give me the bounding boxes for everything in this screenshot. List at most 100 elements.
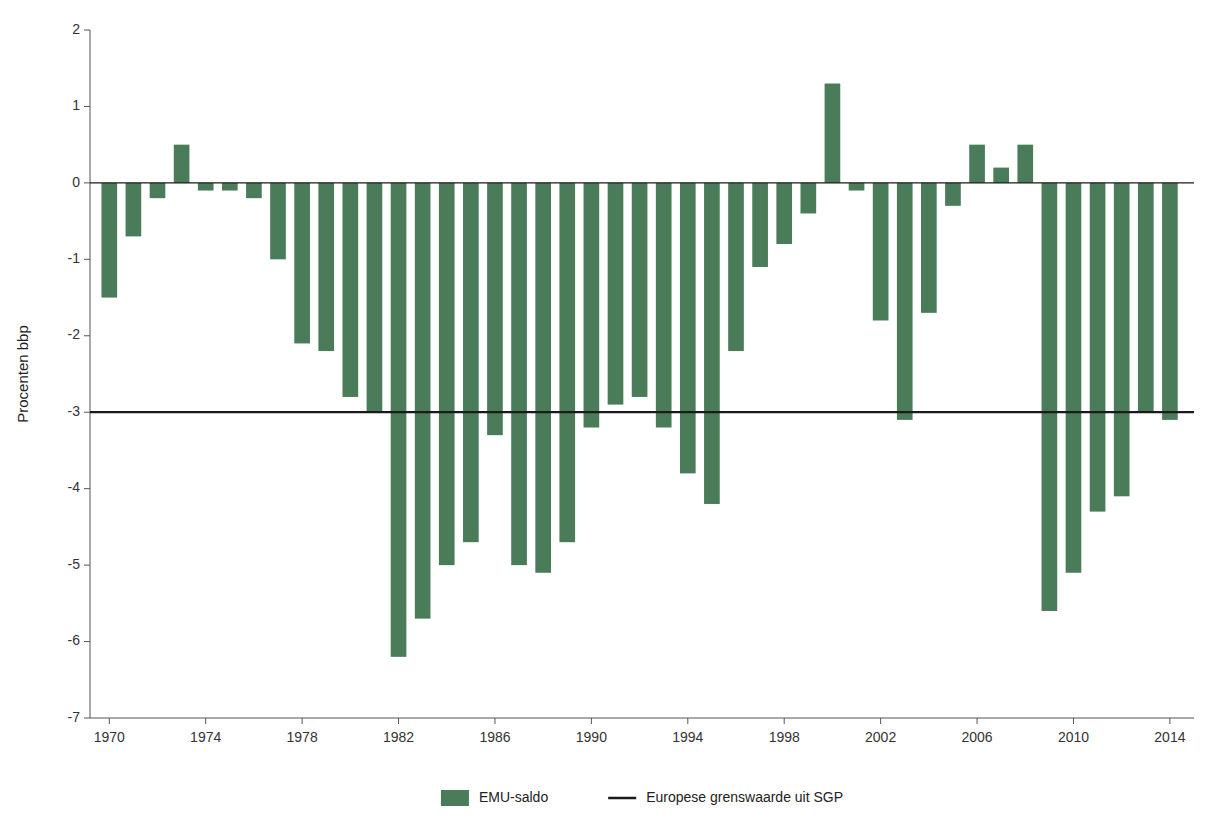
x-tick <box>205 718 206 724</box>
bar <box>897 183 913 420</box>
legend-swatch <box>608 797 636 800</box>
bar <box>752 183 768 267</box>
bar <box>608 183 624 405</box>
legend-label: EMU-saldo <box>479 789 548 805</box>
bar <box>1090 183 1106 512</box>
y-axis-line <box>90 30 91 718</box>
bar <box>463 183 479 542</box>
bar <box>391 183 407 657</box>
x-tick <box>880 718 881 724</box>
bar <box>656 183 672 428</box>
bar <box>294 183 310 344</box>
bar <box>150 183 166 198</box>
bar <box>873 183 889 321</box>
x-tick-label: 1986 <box>479 729 510 745</box>
bar <box>1017 145 1033 183</box>
bar <box>415 183 431 619</box>
x-tick <box>398 718 399 724</box>
chart: -7 -6 -5 -4 -3 -2 -1 0 1 2 1970 1974 1978 1982 1986 199… <box>0 0 1224 838</box>
x-tick <box>784 718 785 724</box>
bar <box>1114 183 1130 496</box>
bar <box>680 183 696 473</box>
x-tick-label: 1970 <box>94 729 125 745</box>
bar <box>1066 183 1082 573</box>
bar <box>800 183 816 214</box>
y-tick-label: 1 <box>72 97 80 113</box>
bar-series <box>101 84 1177 657</box>
bar <box>559 183 575 542</box>
bar <box>921 183 937 313</box>
bar <box>945 183 961 206</box>
y-axis-label: Procenten bbp <box>14 325 31 423</box>
y-tick <box>84 412 90 413</box>
y-tick-label: -2 <box>68 326 81 342</box>
x-tick <box>591 718 592 724</box>
bar <box>270 183 286 259</box>
bar <box>535 183 551 573</box>
x-tick-label: 2014 <box>1154 729 1185 745</box>
x-tick <box>687 718 688 724</box>
x-tick-label: 2006 <box>961 729 992 745</box>
x-tick <box>1169 718 1170 724</box>
y-axis: -7 -6 -5 -4 -3 -2 -1 0 1 2 <box>68 21 90 725</box>
x-tick-label: 2002 <box>865 729 896 745</box>
bar <box>993 168 1009 183</box>
legend-label: Europese grenswaarde uit SGP <box>646 789 843 805</box>
y-tick-label: -1 <box>68 250 81 266</box>
y-tick <box>84 565 90 566</box>
y-tick <box>84 106 90 107</box>
y-tick <box>84 488 90 489</box>
bar <box>198 183 214 191</box>
x-tick-label: 1994 <box>672 729 703 745</box>
x-tick <box>1073 718 1074 724</box>
y-tick <box>84 30 90 31</box>
x-tick <box>977 718 978 724</box>
x-tick-label: 1990 <box>576 729 607 745</box>
bar <box>728 183 744 351</box>
bar <box>439 183 455 565</box>
plot-area <box>90 84 1194 657</box>
bar <box>342 183 358 397</box>
y-tick <box>84 182 90 183</box>
legend: EMU-saldo Europese grenswaarde uit SGP <box>441 789 843 806</box>
y-tick <box>84 718 90 719</box>
bar <box>367 183 383 412</box>
x-axis: 1970197419781982198619901994199820022006… <box>90 718 1194 745</box>
y-tick-label: -4 <box>68 479 81 495</box>
zero-line <box>90 182 1194 183</box>
bar <box>222 183 238 191</box>
bar <box>704 183 720 504</box>
x-tick <box>494 718 495 724</box>
bar <box>126 183 142 237</box>
y-tick-label: -6 <box>68 632 81 648</box>
bar <box>174 145 190 183</box>
y-tick-label: 2 <box>72 21 80 37</box>
x-tick <box>302 718 303 724</box>
y-tick-label: -3 <box>68 403 81 419</box>
y-tick <box>84 335 90 336</box>
bar <box>246 183 262 198</box>
legend-swatch <box>441 790 469 806</box>
bar <box>969 145 985 183</box>
y-tick-label: -7 <box>68 709 81 725</box>
bar <box>825 84 841 183</box>
bar <box>487 183 503 435</box>
x-tick-label: 1982 <box>383 729 414 745</box>
bar <box>101 183 117 298</box>
x-tick-label: 1974 <box>190 729 221 745</box>
bar <box>849 183 865 191</box>
bar <box>584 183 600 428</box>
y-tick-label: 0 <box>72 174 80 190</box>
bar <box>776 183 792 244</box>
x-tick <box>109 718 110 724</box>
x-tick-label: 1978 <box>287 729 318 745</box>
bar <box>1138 183 1154 412</box>
x-axis-line <box>90 718 1194 719</box>
legend-item: EMU-saldo <box>441 789 548 806</box>
y-tick-label: -5 <box>68 556 81 572</box>
bar <box>318 183 334 351</box>
reference-line <box>90 411 1194 413</box>
bar <box>511 183 527 565</box>
x-tick-label: 2010 <box>1058 729 1089 745</box>
bar <box>632 183 648 397</box>
